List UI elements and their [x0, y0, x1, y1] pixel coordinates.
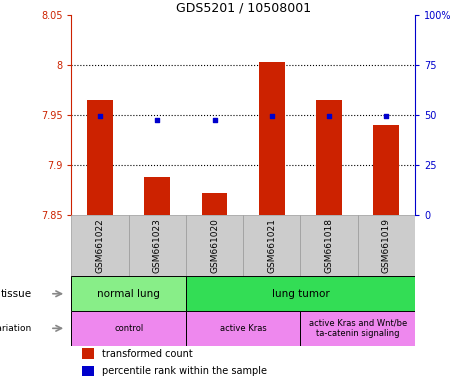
Bar [259, 62, 285, 215]
Bar [71, 311, 186, 346]
Point [154, 117, 161, 123]
Bar [71, 276, 186, 311]
Bar [186, 276, 415, 311]
Text: lung tumor: lung tumor [272, 289, 329, 299]
Text: GSM661020: GSM661020 [210, 218, 219, 273]
Bar [243, 215, 301, 276]
Bar [186, 311, 301, 346]
Bar [87, 100, 113, 215]
Bar [82, 348, 94, 359]
Text: tissue: tissue [1, 289, 32, 299]
Bar [301, 311, 415, 346]
Bar [201, 193, 227, 215]
Text: percentile rank within the sample: percentile rank within the sample [102, 366, 267, 376]
Point [383, 113, 390, 119]
Point [96, 113, 104, 119]
Text: GSM661022: GSM661022 [95, 218, 105, 273]
Bar [144, 177, 170, 215]
Bar [358, 215, 415, 276]
Text: GSM661023: GSM661023 [153, 218, 162, 273]
Text: active Kras: active Kras [220, 324, 266, 333]
Bar [129, 215, 186, 276]
Text: GSM661021: GSM661021 [267, 218, 276, 273]
Bar [82, 366, 94, 376]
Text: GSM661018: GSM661018 [325, 218, 334, 273]
Point [268, 113, 276, 119]
Text: transformed count: transformed count [102, 349, 193, 359]
Bar [373, 125, 399, 215]
Bar [316, 100, 342, 215]
Point [325, 113, 333, 119]
Bar [71, 215, 129, 276]
Text: GSM661019: GSM661019 [382, 218, 391, 273]
Text: normal lung: normal lung [97, 289, 160, 299]
Bar [186, 215, 243, 276]
Title: GDS5201 / 10508001: GDS5201 / 10508001 [176, 1, 311, 14]
Point [211, 117, 218, 123]
Text: control: control [114, 324, 143, 333]
Text: genotype/variation: genotype/variation [0, 324, 32, 333]
Text: active Kras and Wnt/be
ta-catenin signaling: active Kras and Wnt/be ta-catenin signal… [308, 319, 407, 338]
Bar [301, 215, 358, 276]
